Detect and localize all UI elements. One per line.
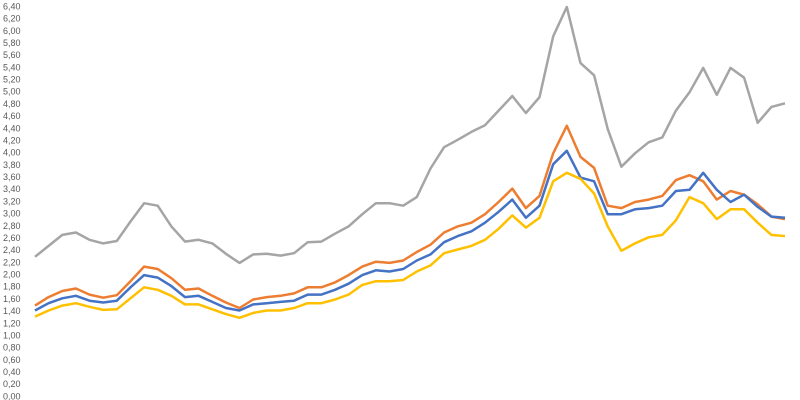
series-line bbox=[34, 5, 786, 265]
y-tick-label: 2,80 bbox=[3, 221, 21, 231]
series-line bbox=[34, 149, 786, 312]
y-tick-label: 3,00 bbox=[3, 209, 21, 219]
y-tick-label: 4,40 bbox=[3, 123, 21, 133]
y-tick-label: 3,20 bbox=[3, 196, 21, 206]
y-tick-label: 1,20 bbox=[3, 318, 21, 328]
y-tick-label: 6,00 bbox=[3, 26, 21, 36]
y-tick-label: 0,00 bbox=[3, 391, 21, 400]
y-tick-label: 2,60 bbox=[3, 233, 21, 243]
y-tick-label: 1,40 bbox=[3, 306, 21, 316]
y-tick-label: 4,60 bbox=[3, 111, 21, 121]
y-tick-label: 2,40 bbox=[3, 245, 21, 255]
y-tick-label: 2,20 bbox=[3, 257, 21, 267]
y-tick-label: 5,60 bbox=[3, 50, 21, 60]
y-tick-label: 6,20 bbox=[3, 14, 21, 24]
y-tick-label: 5,80 bbox=[3, 38, 21, 48]
y-tick-label: 5,40 bbox=[3, 62, 21, 72]
y-tick-label: 0,20 bbox=[3, 379, 21, 389]
y-tick-label: 3,40 bbox=[3, 184, 21, 194]
y-tick-label: 0,80 bbox=[3, 343, 21, 353]
y-tick-label: 3,80 bbox=[3, 160, 21, 170]
y-tick-label: 4,80 bbox=[3, 99, 21, 109]
y-tick-label: 1,00 bbox=[3, 330, 21, 340]
y-tick-label: 6,40 bbox=[3, 1, 21, 11]
y-tick-label: 2,00 bbox=[3, 270, 21, 280]
y-tick-label: 5,00 bbox=[3, 87, 21, 97]
series-line bbox=[34, 124, 786, 310]
y-tick-label: 5,20 bbox=[3, 75, 21, 85]
y-tick-label: 1,80 bbox=[3, 282, 21, 292]
y-tick-label: 3,60 bbox=[3, 172, 21, 182]
y-tick-label: 4,20 bbox=[3, 135, 21, 145]
y-tick-label: 0,60 bbox=[3, 355, 21, 365]
series-line bbox=[34, 171, 786, 320]
y-tick-label: 4,00 bbox=[3, 148, 21, 158]
y-tick-label: 0,40 bbox=[3, 367, 21, 377]
y-tick-label: 1,60 bbox=[3, 294, 21, 304]
